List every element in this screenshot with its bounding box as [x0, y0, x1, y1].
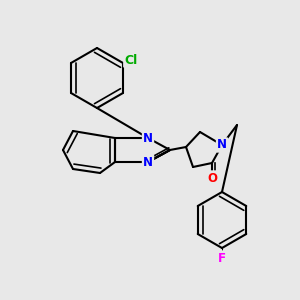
Text: N: N: [217, 139, 227, 152]
Text: O: O: [207, 172, 217, 184]
Text: N: N: [143, 131, 153, 145]
Text: N: N: [143, 155, 153, 169]
Text: F: F: [218, 251, 226, 265]
Text: Cl: Cl: [124, 53, 138, 67]
